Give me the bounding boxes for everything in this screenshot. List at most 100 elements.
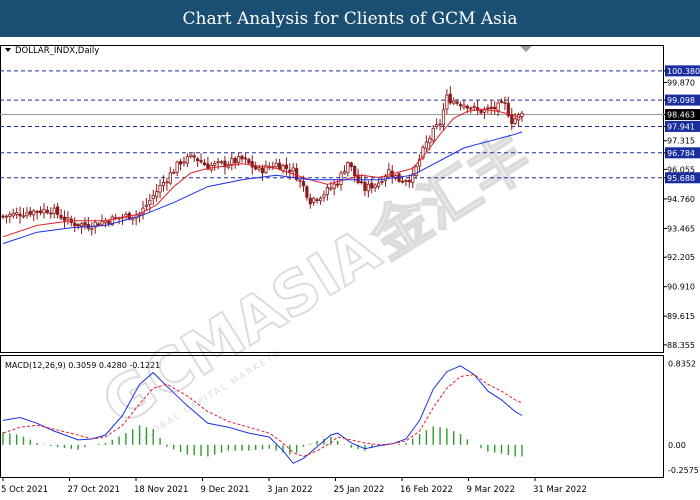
candle-body [452, 100, 456, 104]
candle [325, 183, 329, 201]
candle-body [144, 204, 149, 207]
candle-body [250, 161, 254, 168]
candle [435, 118, 439, 130]
candle-body [339, 172, 343, 185]
candle [240, 154, 244, 163]
candle [400, 175, 405, 184]
candle-body [445, 94, 449, 110]
candle-body [45, 209, 49, 214]
macd-y-tick-label: 0.8352 [668, 359, 696, 368]
candle-body [28, 210, 32, 215]
candle-body [380, 180, 384, 183]
macd-lines [2, 365, 523, 464]
candle-body [298, 179, 302, 182]
candle-body [148, 199, 152, 205]
candle-body [411, 173, 415, 183]
candle-body [32, 210, 36, 216]
candle-body [66, 217, 70, 220]
candle [158, 179, 162, 199]
candle-body [192, 155, 196, 158]
candle [141, 200, 145, 220]
candle [151, 189, 155, 206]
candle [8, 211, 12, 223]
candle [213, 160, 217, 171]
level-price-tag [665, 172, 700, 184]
candle-body [414, 166, 418, 176]
candle-body [435, 124, 439, 128]
candle-body [110, 216, 114, 226]
candle-body [240, 155, 244, 160]
candle-body [233, 157, 237, 164]
candle-body [288, 169, 292, 173]
candle-body [346, 161, 350, 173]
x-tick-label: 9 Dec 2021 [201, 485, 250, 495]
price-chart[interactable]: GCMASIA 金汇丰 GLOBAL CAPITAL MARKETS DOLLA… [0, 37, 700, 500]
candle [496, 101, 500, 117]
candle-body [216, 161, 220, 164]
candle-body [465, 105, 469, 109]
candle-body [356, 174, 360, 184]
y-tick-label: 99.870 [667, 78, 695, 87]
candle-body [4, 215, 9, 218]
candle [15, 207, 19, 219]
scroll-marker-icon[interactable] [520, 46, 532, 52]
candle [312, 196, 316, 206]
candle-body [353, 166, 357, 177]
candle [431, 125, 435, 144]
candle [219, 160, 224, 165]
candle [90, 222, 94, 236]
candle-body [404, 180, 408, 183]
candle-body [284, 164, 289, 169]
candle [168, 167, 172, 186]
x-tick-label: 16 Feb 2022 [400, 485, 453, 495]
candle-body [349, 162, 353, 168]
candle [76, 223, 80, 230]
candle-body [455, 101, 459, 104]
y-tick-label: 96.784 [667, 149, 695, 158]
candle-body [301, 181, 306, 187]
current-price-tag [665, 109, 700, 121]
candle-body [472, 106, 476, 108]
candle [452, 97, 456, 106]
candle-body [400, 180, 405, 183]
candle-body [206, 163, 210, 170]
candle [155, 183, 159, 202]
y-tick-label: 88.355 [667, 341, 695, 350]
candle [192, 151, 196, 162]
candle [322, 190, 326, 202]
candle [260, 164, 265, 181]
candle-body [499, 100, 504, 103]
candle [513, 113, 517, 126]
candle-body [260, 167, 265, 174]
candle-body [277, 162, 282, 170]
candle [414, 164, 418, 179]
y-tick-label: 93.465 [667, 224, 695, 233]
y-tick-label: 97.315 [667, 137, 695, 146]
level-price-tag [665, 94, 700, 106]
candle-body [97, 223, 101, 226]
candle [363, 174, 367, 197]
candle [223, 155, 227, 175]
candle [486, 104, 490, 114]
candle-body [35, 211, 39, 213]
candle [32, 208, 36, 222]
candle [441, 103, 446, 132]
macd-title: MACD(12,26,9) 0.3059 0.4280 -0.1221 [5, 361, 160, 370]
candle-body [18, 213, 22, 217]
candle-body [295, 168, 299, 181]
candle-body [25, 212, 29, 217]
y-tick-label: 100.380 [667, 67, 700, 76]
candle [370, 178, 374, 194]
y-tick-label: 94.760 [667, 195, 695, 204]
candle-body [52, 207, 56, 215]
candle [506, 96, 510, 118]
candle-body [363, 181, 367, 191]
candle [404, 178, 408, 187]
chart-collapse-icon[interactable] [5, 48, 11, 52]
candle [366, 180, 370, 198]
candle-body [73, 222, 77, 227]
candle [62, 210, 67, 229]
candle-body [168, 172, 172, 184]
candle-body [213, 162, 217, 166]
candle-body [493, 106, 497, 110]
